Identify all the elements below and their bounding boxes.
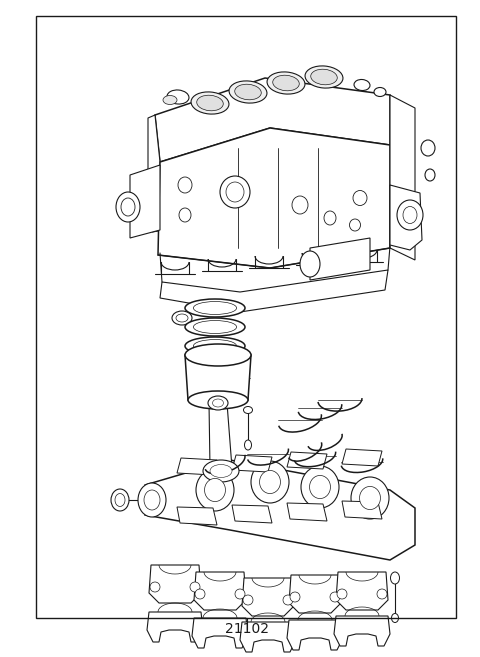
Polygon shape xyxy=(336,572,388,610)
Ellipse shape xyxy=(392,614,398,622)
Ellipse shape xyxy=(351,477,389,519)
Polygon shape xyxy=(158,128,390,268)
Ellipse shape xyxy=(193,340,237,352)
Polygon shape xyxy=(155,78,390,162)
Polygon shape xyxy=(334,616,390,646)
Polygon shape xyxy=(185,355,251,400)
Ellipse shape xyxy=(273,76,299,91)
Polygon shape xyxy=(192,618,248,648)
Ellipse shape xyxy=(374,87,386,97)
Ellipse shape xyxy=(188,391,248,409)
Circle shape xyxy=(283,595,293,605)
Ellipse shape xyxy=(311,69,337,85)
Bar xyxy=(36,16,456,618)
Polygon shape xyxy=(160,270,388,312)
Ellipse shape xyxy=(172,311,192,325)
Circle shape xyxy=(377,589,387,599)
Ellipse shape xyxy=(421,140,435,156)
Ellipse shape xyxy=(115,493,125,507)
Ellipse shape xyxy=(397,200,423,230)
Circle shape xyxy=(337,589,347,599)
Circle shape xyxy=(290,592,300,602)
Circle shape xyxy=(243,595,253,605)
Ellipse shape xyxy=(229,81,267,103)
Ellipse shape xyxy=(244,440,252,450)
Ellipse shape xyxy=(193,302,237,315)
Ellipse shape xyxy=(204,478,226,501)
Polygon shape xyxy=(287,452,327,469)
Ellipse shape xyxy=(121,198,135,216)
Ellipse shape xyxy=(176,314,188,322)
Circle shape xyxy=(330,592,340,602)
Ellipse shape xyxy=(403,206,417,223)
Ellipse shape xyxy=(179,208,191,222)
Ellipse shape xyxy=(310,476,330,499)
Ellipse shape xyxy=(196,469,234,511)
Polygon shape xyxy=(342,449,382,466)
Polygon shape xyxy=(232,455,272,472)
Text: 21102: 21102 xyxy=(225,622,269,636)
Ellipse shape xyxy=(260,470,280,493)
Ellipse shape xyxy=(208,396,228,410)
Ellipse shape xyxy=(167,90,189,104)
Polygon shape xyxy=(148,115,165,232)
Ellipse shape xyxy=(178,177,192,193)
Ellipse shape xyxy=(353,191,367,206)
Ellipse shape xyxy=(185,299,245,317)
Ellipse shape xyxy=(354,79,370,91)
Ellipse shape xyxy=(138,483,166,517)
Ellipse shape xyxy=(116,192,140,222)
Polygon shape xyxy=(289,575,341,613)
Polygon shape xyxy=(240,622,296,652)
Circle shape xyxy=(195,589,205,599)
Ellipse shape xyxy=(300,251,320,277)
Polygon shape xyxy=(177,458,217,475)
Polygon shape xyxy=(194,572,246,610)
Ellipse shape xyxy=(251,461,289,503)
Circle shape xyxy=(235,589,245,599)
Ellipse shape xyxy=(197,95,223,111)
Polygon shape xyxy=(342,501,382,519)
Ellipse shape xyxy=(185,318,245,336)
Ellipse shape xyxy=(144,490,160,510)
Ellipse shape xyxy=(203,460,239,482)
Polygon shape xyxy=(145,460,415,560)
Polygon shape xyxy=(390,95,415,260)
Polygon shape xyxy=(287,620,343,650)
Ellipse shape xyxy=(213,399,224,407)
Ellipse shape xyxy=(185,337,245,355)
Ellipse shape xyxy=(185,344,251,366)
Polygon shape xyxy=(130,165,160,238)
Polygon shape xyxy=(232,505,272,523)
Ellipse shape xyxy=(425,169,435,181)
Circle shape xyxy=(150,582,160,592)
Ellipse shape xyxy=(305,66,343,88)
Polygon shape xyxy=(149,565,201,603)
Ellipse shape xyxy=(235,84,261,100)
Ellipse shape xyxy=(349,219,360,231)
Polygon shape xyxy=(209,403,232,468)
Ellipse shape xyxy=(220,176,250,208)
Ellipse shape xyxy=(292,196,308,214)
Ellipse shape xyxy=(210,464,232,478)
Ellipse shape xyxy=(111,489,129,511)
Ellipse shape xyxy=(360,486,381,510)
Ellipse shape xyxy=(301,466,339,508)
Polygon shape xyxy=(310,238,370,280)
Ellipse shape xyxy=(226,182,244,202)
Ellipse shape xyxy=(324,211,336,225)
Ellipse shape xyxy=(391,572,399,584)
Ellipse shape xyxy=(243,407,252,413)
Polygon shape xyxy=(390,185,422,250)
Ellipse shape xyxy=(193,321,237,334)
Ellipse shape xyxy=(191,92,229,114)
Circle shape xyxy=(190,582,200,592)
Ellipse shape xyxy=(163,95,177,104)
Polygon shape xyxy=(242,578,294,616)
Polygon shape xyxy=(287,503,327,521)
Ellipse shape xyxy=(267,72,305,94)
Polygon shape xyxy=(147,612,203,642)
Polygon shape xyxy=(177,507,217,525)
